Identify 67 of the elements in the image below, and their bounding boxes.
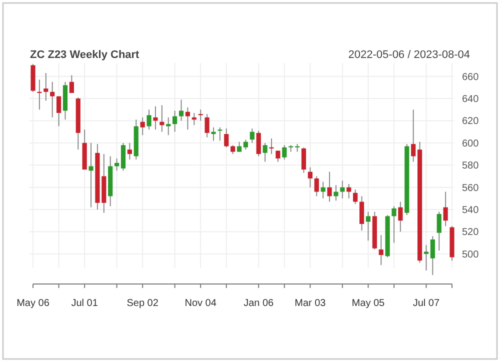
candlestick [392, 206, 396, 244]
candlestick [185, 106, 190, 130]
candlestick [320, 181, 326, 199]
candlestick [346, 183, 352, 199]
y-tick-label: 540 [462, 205, 480, 216]
x-tick-label: Jul 01 [71, 298, 98, 309]
candlestick [211, 126, 216, 142]
x-tick-label: Nov 04 [184, 298, 217, 309]
candlestick [308, 166, 312, 188]
chart-subtitle: 2022-05-06 / 2023-08-04 [348, 49, 470, 61]
x-tick-label: May 05 [352, 298, 386, 309]
candlestick [69, 74, 74, 94]
candlestick [127, 142, 132, 160]
candlestick [236, 141, 242, 152]
candlestick [243, 139, 248, 150]
x-tick-label: Jul 07 [412, 298, 440, 309]
candlestick [294, 144, 300, 152]
candlestick [314, 176, 319, 197]
candlestick [218, 126, 222, 142]
candlestick [398, 201, 403, 232]
candlestick [166, 116, 171, 136]
candlestick [50, 81, 55, 118]
candlestick [153, 106, 158, 130]
x-tick-label: Mar 03 [294, 298, 326, 309]
candlestick [262, 142, 268, 162]
candlestick [37, 79, 42, 110]
y-tick-label: 660 [462, 72, 480, 83]
y-tick-label: 520 [462, 227, 480, 238]
candlestick [178, 99, 184, 122]
y-tick-label: 500 [462, 249, 480, 260]
y-tick-label: 580 [462, 160, 480, 172]
candlestick [301, 146, 306, 174]
candlestick [44, 72, 48, 102]
y-tick-label: 560 [462, 182, 480, 194]
candlestick [172, 110, 178, 132]
candlestick [378, 234, 384, 266]
candlestick [340, 180, 345, 199]
candlestick [430, 236, 435, 276]
candlestick [359, 196, 364, 232]
candlestick [424, 244, 429, 272]
candlestick [282, 144, 287, 160]
candlestick [366, 211, 370, 242]
candlestick [88, 142, 94, 208]
x-tick-label: May 06 [16, 298, 50, 309]
candlestick [56, 96, 62, 127]
y-tick-label: 640 [462, 94, 480, 106]
candlestick [140, 116, 145, 136]
candlestick [198, 109, 203, 122]
candlestick [443, 191, 448, 227]
candlestick [353, 189, 358, 204]
chart-title: ZC Z23 Weekly Chart [30, 49, 140, 61]
candlestick [327, 171, 332, 202]
y-tick-label: 600 [462, 138, 480, 150]
y-tick-label: 620 [462, 116, 480, 128]
candlestick [120, 142, 126, 172]
x-tick-label: Jan 06 [244, 298, 274, 309]
candlestick [276, 150, 280, 162]
candlestick [250, 128, 254, 144]
candlestick [334, 184, 338, 202]
candlestick [411, 109, 416, 162]
candlestick [269, 138, 274, 155]
candlestick [224, 128, 229, 148]
candlestick [204, 114, 210, 138]
candlestick [146, 109, 152, 130]
candlestick [436, 211, 442, 252]
candlestick [256, 130, 261, 157]
x-tick-label: Sep 02 [126, 298, 159, 309]
